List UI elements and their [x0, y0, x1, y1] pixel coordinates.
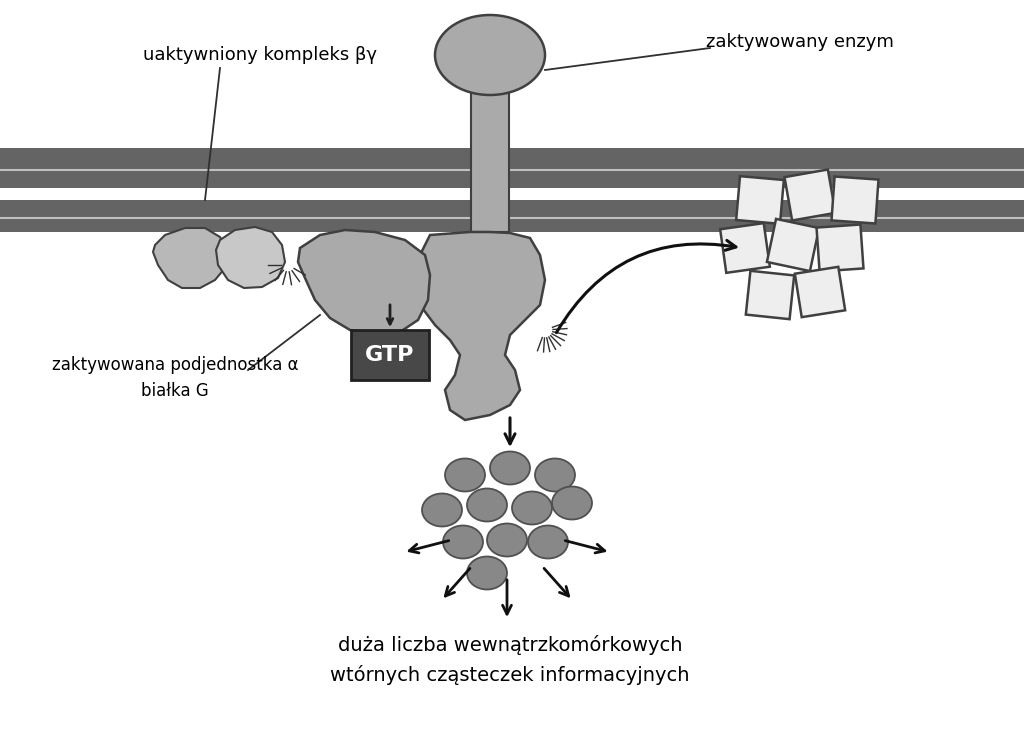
Bar — [816, 224, 863, 272]
Ellipse shape — [435, 15, 545, 95]
Bar — [795, 267, 845, 317]
Ellipse shape — [443, 525, 483, 559]
Ellipse shape — [512, 492, 552, 525]
Ellipse shape — [487, 523, 527, 556]
Bar — [720, 223, 770, 273]
Ellipse shape — [552, 486, 592, 520]
Bar — [767, 219, 819, 271]
Bar — [0, 148, 1024, 188]
Bar — [784, 170, 836, 221]
Bar — [745, 271, 795, 319]
Ellipse shape — [467, 489, 507, 522]
Bar — [471, 60, 509, 232]
Polygon shape — [153, 228, 228, 288]
Text: GTP: GTP — [366, 345, 415, 365]
Bar — [736, 176, 783, 224]
Text: duża liczba wewnątrzkomórkowych
wtórnych cząsteczek informacyjnych: duża liczba wewnątrzkomórkowych wtórnych… — [331, 635, 690, 685]
Ellipse shape — [490, 452, 530, 485]
Ellipse shape — [528, 525, 568, 559]
Text: zaktywowany enzym: zaktywowany enzym — [707, 33, 894, 51]
Bar — [0, 200, 1024, 232]
Polygon shape — [415, 232, 545, 420]
Polygon shape — [298, 230, 430, 335]
Polygon shape — [216, 227, 285, 288]
Ellipse shape — [445, 458, 485, 492]
Ellipse shape — [535, 458, 575, 492]
Ellipse shape — [467, 556, 507, 590]
Ellipse shape — [422, 494, 462, 526]
Bar — [831, 176, 879, 224]
FancyArrowPatch shape — [556, 241, 736, 333]
Text: zaktywowana podjednostka α
białka G: zaktywowana podjednostka α białka G — [52, 356, 298, 399]
Text: uaktywniony kompleks βγ: uaktywniony kompleks βγ — [143, 46, 377, 64]
Bar — [351, 330, 429, 380]
